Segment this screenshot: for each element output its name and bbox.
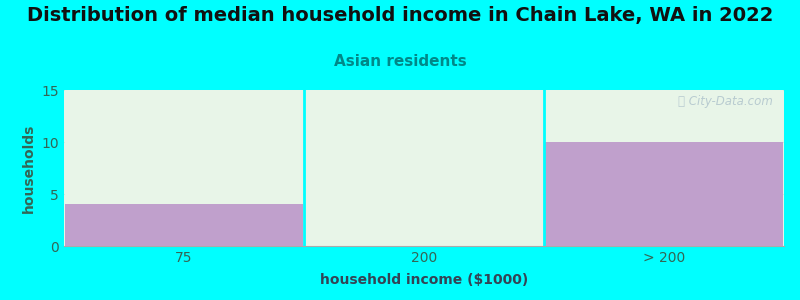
Bar — [546, 90, 783, 246]
Text: Asian residents: Asian residents — [334, 54, 466, 69]
Y-axis label: households: households — [22, 123, 36, 213]
Text: Distribution of median household income in Chain Lake, WA in 2022: Distribution of median household income … — [27, 6, 773, 25]
Bar — [66, 204, 302, 246]
Bar — [546, 142, 783, 246]
Text: ⓘ City-Data.com: ⓘ City-Data.com — [678, 95, 773, 108]
Bar — [306, 90, 542, 246]
X-axis label: household income ($1000): household income ($1000) — [320, 273, 528, 287]
Bar — [66, 90, 302, 246]
